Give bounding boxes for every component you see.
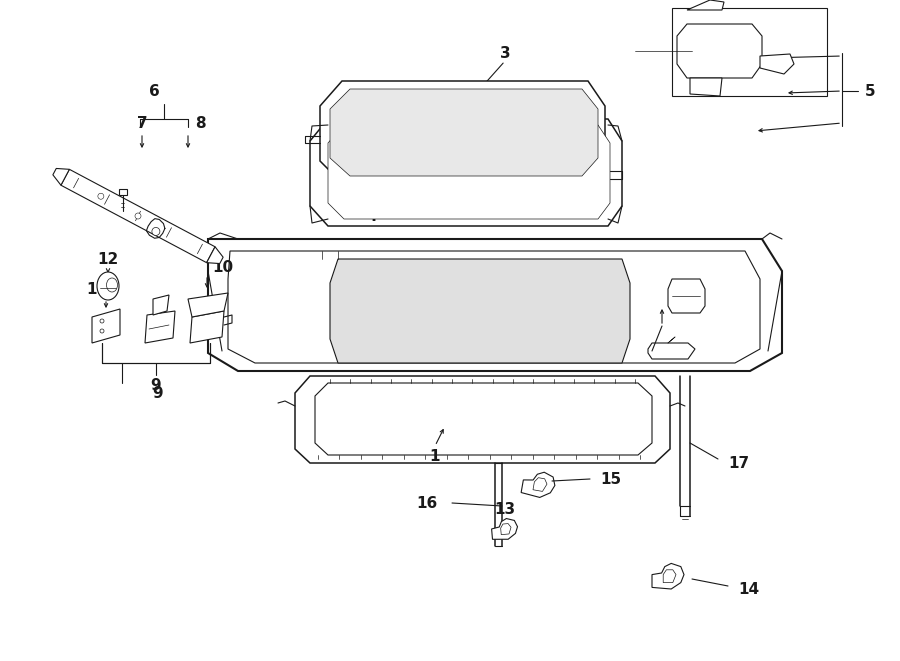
Ellipse shape xyxy=(106,278,118,292)
Polygon shape xyxy=(491,518,518,539)
Polygon shape xyxy=(677,24,762,78)
Text: 10: 10 xyxy=(212,260,233,274)
Polygon shape xyxy=(119,189,127,195)
Text: 14: 14 xyxy=(738,582,759,596)
Polygon shape xyxy=(320,81,605,183)
Polygon shape xyxy=(330,259,630,363)
Polygon shape xyxy=(92,309,120,343)
Bar xyxy=(672,8,827,96)
Polygon shape xyxy=(188,293,228,317)
Text: 6: 6 xyxy=(148,83,159,98)
Circle shape xyxy=(152,227,160,235)
Polygon shape xyxy=(760,54,794,74)
Polygon shape xyxy=(690,78,722,96)
Text: 17: 17 xyxy=(728,455,749,471)
Polygon shape xyxy=(328,125,610,219)
Text: 9: 9 xyxy=(153,385,163,401)
Text: 4: 4 xyxy=(366,208,377,223)
Polygon shape xyxy=(310,119,622,226)
Polygon shape xyxy=(687,0,724,10)
Polygon shape xyxy=(207,247,223,264)
Polygon shape xyxy=(315,383,652,455)
Circle shape xyxy=(98,193,104,199)
Polygon shape xyxy=(668,279,705,313)
Polygon shape xyxy=(153,295,169,315)
Text: 16: 16 xyxy=(417,496,438,510)
Text: 5: 5 xyxy=(865,83,876,98)
Polygon shape xyxy=(500,524,511,535)
Polygon shape xyxy=(295,376,670,463)
Polygon shape xyxy=(648,343,695,359)
Polygon shape xyxy=(652,563,684,589)
Text: 11: 11 xyxy=(86,282,107,297)
Text: 9: 9 xyxy=(150,377,161,393)
Text: 1: 1 xyxy=(429,449,440,463)
Polygon shape xyxy=(663,570,676,582)
Polygon shape xyxy=(61,169,215,262)
Polygon shape xyxy=(53,169,69,185)
Text: 2: 2 xyxy=(670,295,680,311)
Text: 15: 15 xyxy=(600,471,621,486)
Polygon shape xyxy=(228,251,760,363)
Polygon shape xyxy=(208,239,782,371)
Polygon shape xyxy=(190,311,224,343)
Polygon shape xyxy=(533,478,547,491)
Text: 8: 8 xyxy=(195,116,205,130)
Text: 7: 7 xyxy=(137,116,148,130)
Ellipse shape xyxy=(97,272,119,300)
Text: 3: 3 xyxy=(500,46,510,61)
Text: 13: 13 xyxy=(494,502,516,516)
Circle shape xyxy=(100,329,104,333)
Polygon shape xyxy=(145,311,175,343)
Circle shape xyxy=(100,319,104,323)
Polygon shape xyxy=(330,89,598,176)
Circle shape xyxy=(135,213,141,219)
Text: 12: 12 xyxy=(97,251,119,266)
Polygon shape xyxy=(521,472,555,498)
